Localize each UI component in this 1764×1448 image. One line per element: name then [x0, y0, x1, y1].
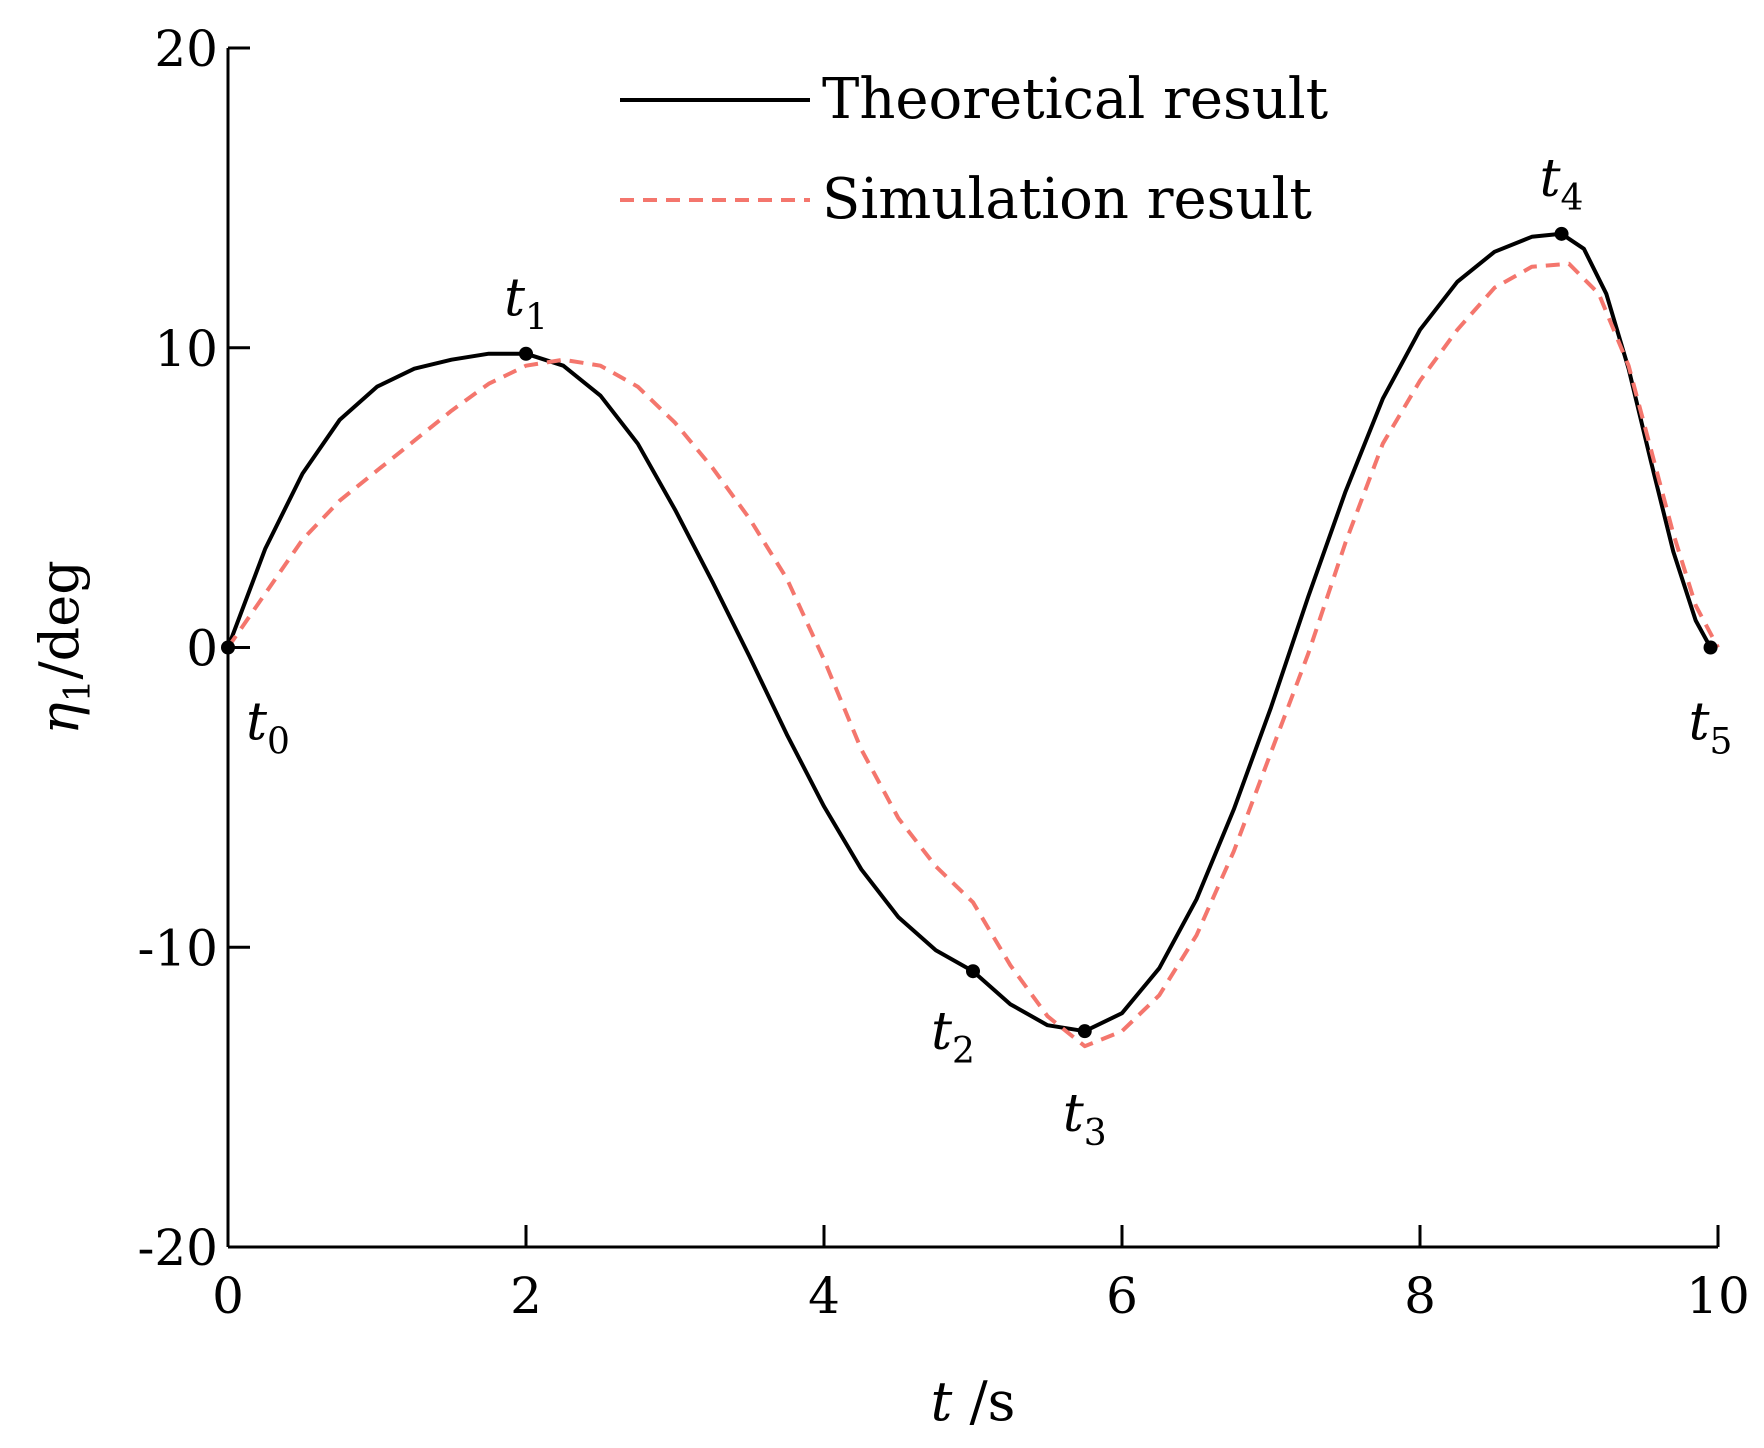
data-point-label: t2	[931, 1002, 975, 1072]
data-point-label: t3	[1063, 1084, 1107, 1154]
y-axis-label: η1/deg	[28, 560, 99, 735]
y-tick-label: 0	[186, 620, 218, 678]
data-point-marker	[1554, 226, 1569, 241]
x-tick-label: 6	[1106, 1267, 1138, 1325]
data-point-label: t4	[1540, 149, 1584, 219]
y-tick-label: -20	[137, 1219, 218, 1277]
data-point-marker	[519, 346, 533, 361]
x-axis-label: t /s	[931, 1370, 1016, 1433]
x-tick-label: 8	[1404, 1267, 1436, 1325]
x-tick-label: 0	[212, 1267, 244, 1325]
series-line-simulation	[226, 261, 1720, 1049]
markers-layer: t0 t1 t2 t3 t4 t5	[221, 149, 1732, 1154]
series-layer	[226, 231, 1720, 1049]
legend-label: Theoretical result	[822, 67, 1329, 132]
data-point-marker	[1703, 640, 1718, 655]
x-tick-label: 4	[808, 1267, 840, 1325]
data-point-marker	[1077, 1024, 1092, 1039]
x-tick-label: 2	[510, 1267, 542, 1325]
legend: Theoretical result Simulation result	[620, 67, 1329, 232]
data-point-marker	[221, 640, 235, 655]
data-point-label: t0	[246, 693, 290, 763]
y-tick-label: 20	[154, 20, 218, 78]
legend-label: Simulation result	[822, 167, 1312, 232]
y-tick-label: 10	[154, 320, 218, 378]
axes: 0 2 4 6 8 10 -20 -10 0 10 20	[137, 20, 1749, 1325]
axis-labels: t /s η1/deg	[28, 560, 1015, 1433]
data-point-label: t1	[504, 269, 548, 339]
series-line-theoretical	[226, 231, 1713, 1034]
data-point-label: t5	[1689, 693, 1733, 763]
y-tick-label: -10	[137, 919, 218, 977]
x-tick-label: 10	[1686, 1267, 1750, 1325]
data-point-marker	[966, 964, 980, 979]
